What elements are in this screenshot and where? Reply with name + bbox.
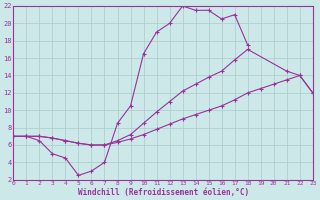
X-axis label: Windchill (Refroidissement éolien,°C): Windchill (Refroidissement éolien,°C): [77, 188, 249, 197]
